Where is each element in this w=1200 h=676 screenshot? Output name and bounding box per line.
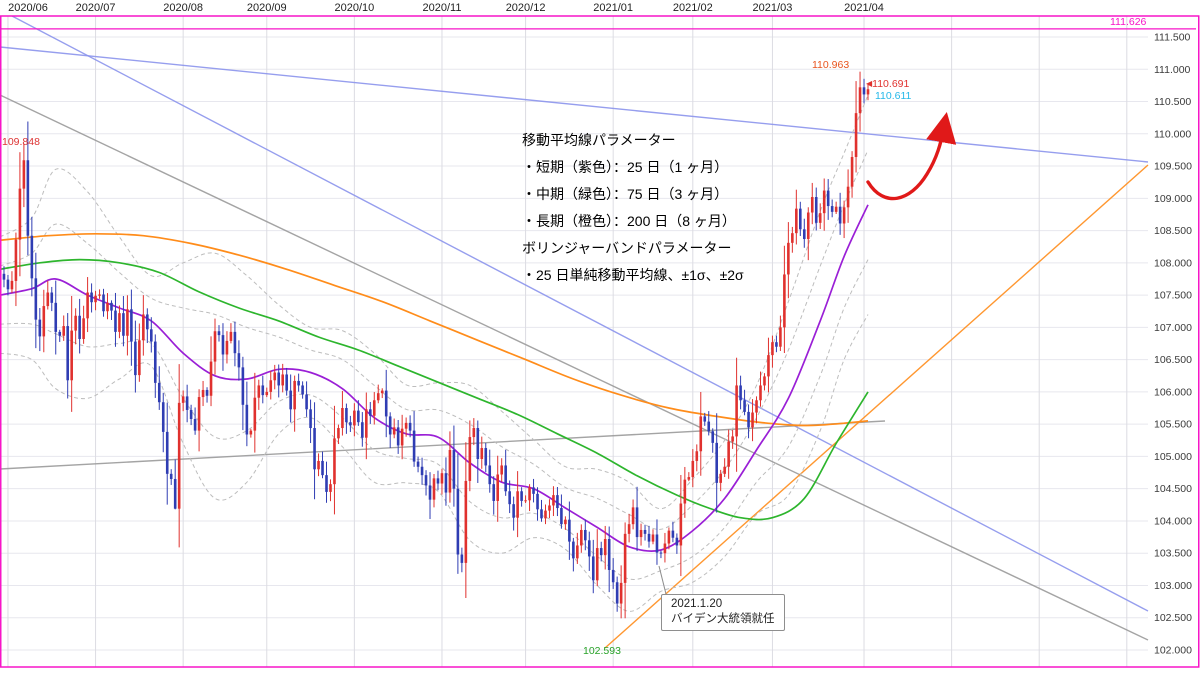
svg-text:104.000: 104.000 (1154, 515, 1192, 527)
candlesticks (0, 71, 870, 619)
params-line: ・25 日単純移動平均線、±1σ、±2σ (522, 267, 744, 283)
x-axis-labels: 2020/06 2020/07 2020/08 2020/09 2020/10 2020/… (8, 2, 884, 14)
svg-text:106.500: 106.500 (1154, 354, 1192, 366)
trendline-blue-resistance-shallow (0, 46, 1149, 163)
chart-frame (0, 15, 1200, 668)
svg-text:2021/01: 2021/01 (593, 2, 633, 14)
svg-text:2020/06: 2020/06 (8, 2, 48, 14)
last-price-value: 110.691 (872, 78, 910, 90)
january-low-price-label: 102.593 (583, 645, 621, 657)
svg-text:111.000: 111.000 (1154, 64, 1191, 76)
params-line: ・長期（橙色）：200 日（8 ヶ月） (522, 213, 736, 229)
price-marker-icon: ◀ (866, 79, 873, 88)
june-high-price-label: 109.848 (2, 136, 40, 148)
svg-text:106.000: 106.000 (1154, 386, 1192, 398)
svg-text:103.500: 103.500 (1154, 548, 1192, 560)
svg-text:2020/11: 2020/11 (422, 2, 461, 14)
svg-text:2020/07: 2020/07 (76, 2, 116, 14)
second-price-label: 110.611 (875, 90, 912, 102)
svg-text:102.500: 102.500 (1154, 612, 1192, 624)
svg-text:109.000: 109.000 (1154, 193, 1192, 205)
resistance-price-label: 111.626 (1110, 16, 1147, 28)
svg-text:103.000: 103.000 (1154, 580, 1192, 592)
trendline-gray-descending (0, 94, 1149, 641)
svg-text:102.000: 102.000 (1154, 645, 1192, 657)
last-price-label: ◀110.691 (866, 78, 909, 90)
event-text: バイデン大統領就任 (671, 613, 775, 625)
svg-text:2020/09: 2020/09 (247, 2, 287, 14)
svg-text:110.000: 110.000 (1154, 128, 1191, 140)
trendline-blue-resistance-steep (11, 15, 1149, 612)
svg-text:2020/10: 2020/10 (334, 2, 374, 14)
svg-text:107.000: 107.000 (1154, 322, 1192, 334)
svg-text:110.500: 110.500 (1154, 96, 1191, 108)
params-line: ・短期（紫色）：25 日（1 ヶ月） (522, 159, 729, 175)
svg-text:108.500: 108.500 (1154, 225, 1192, 237)
svg-text:2021/03: 2021/03 (753, 2, 793, 14)
svg-text:105.000: 105.000 (1154, 451, 1192, 463)
trendline-orange-ascending-support (604, 164, 1149, 649)
y-axis-labels: 111.500 111.000 110.500 110.000 109.500 109.0… (1154, 32, 1192, 657)
svg-text:109.500: 109.500 (1154, 161, 1192, 173)
event-leader-line (658, 565, 667, 595)
event-annotation-box: 2021.1.20 バイデン大統領就任 (661, 594, 785, 631)
params-line: ・中期（緑色）：75 日（3 ヶ月） (522, 186, 729, 202)
svg-text:2020/08: 2020/08 (163, 2, 203, 14)
svg-text:2020/12: 2020/12 (506, 2, 546, 14)
svg-text:2021/04: 2021/04 (844, 2, 884, 14)
svg-text:108.000: 108.000 (1154, 257, 1192, 269)
march-high-price-label: 110.963 (812, 59, 850, 71)
ma-75-line (0, 258, 869, 521)
params-line: 移動平均線パラメーター (522, 132, 676, 148)
svg-text:105.500: 105.500 (1154, 419, 1192, 431)
event-date: 2021.1.20 (671, 598, 723, 610)
svg-text:104.500: 104.500 (1154, 483, 1192, 495)
svg-text:111.500: 111.500 (1154, 32, 1191, 44)
params-line: ボリンジャーバンドパラメーター (522, 240, 732, 256)
trend-arrow (866, 111, 957, 201)
svg-text:107.500: 107.500 (1154, 290, 1192, 302)
ma-parameters-note: 移動平均線パラメーター ・短期（紫色）：25 日（1 ヶ月） ・中期（緑色）：7… (522, 127, 744, 289)
svg-text:2021/02: 2021/02 (673, 2, 713, 14)
